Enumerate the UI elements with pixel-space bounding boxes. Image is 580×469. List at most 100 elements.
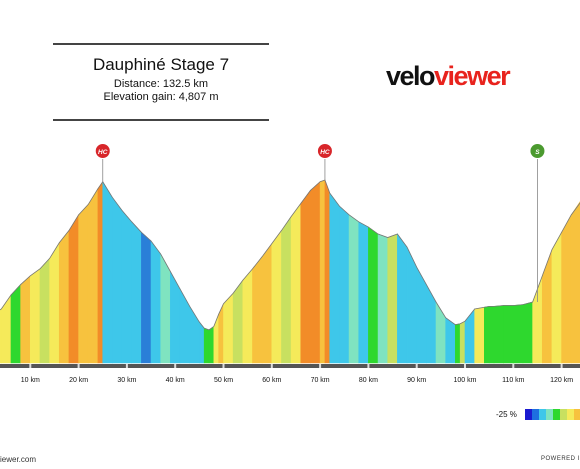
profile-segment	[570, 201, 580, 364]
profile-segment	[397, 233, 408, 364]
distance-tick-mark	[29, 364, 32, 368]
veloviewer-logo: veloviewer	[386, 61, 511, 91]
profile-segment	[271, 229, 282, 364]
distance-tick-label: 50 km	[214, 377, 233, 384]
profile-segment	[78, 203, 89, 364]
profile-segment	[377, 233, 389, 364]
distance-tick-label: 90 km	[407, 377, 426, 384]
distance-tick-mark	[415, 364, 418, 368]
profile-segment	[300, 189, 311, 364]
distance-tick-label: 70 km	[311, 377, 330, 384]
profile-segment	[252, 255, 263, 364]
profile-segment	[358, 221, 369, 364]
distance-tick-mark	[222, 364, 225, 368]
profile-segment	[324, 179, 331, 364]
profile-segment	[551, 231, 562, 364]
profile-segment	[541, 249, 553, 364]
summit-badge-label: S	[535, 149, 540, 156]
profile-segment	[160, 252, 171, 364]
profile-segment	[29, 268, 41, 364]
profile-segment	[223, 292, 234, 364]
summit-badge-label: HC	[320, 149, 330, 156]
stage-title-box: Dauphiné Stage 7 Distance: 132.5 km Elev…	[53, 43, 269, 121]
profile-segment	[459, 320, 466, 364]
stage-elevation: Elevation gain: 4,807 m	[103, 91, 219, 103]
profile-segment	[199, 321, 205, 364]
profile-segment	[10, 283, 21, 364]
distance-tick-mark	[560, 364, 563, 368]
profile-segment	[1, 294, 12, 364]
profile-segment	[348, 214, 360, 364]
profile-outline	[0, 179, 580, 331]
distance-tick-label: 110 km	[502, 377, 525, 384]
distance-tick-mark	[367, 364, 370, 368]
profile-segment	[208, 325, 215, 364]
distance-tick-label: 100 km	[454, 377, 477, 384]
distance-tick-mark	[174, 364, 177, 368]
profile-segment	[121, 209, 133, 364]
distance-tick-mark	[512, 364, 515, 368]
footer-site: iewer.com	[0, 455, 37, 464]
profile-segment	[426, 283, 437, 364]
profile-segment	[242, 268, 253, 364]
profile-segment	[112, 196, 123, 364]
legend-color-swatch	[546, 409, 553, 420]
legend-color-swatch	[560, 409, 567, 420]
profile-segment	[281, 215, 292, 364]
summit-badge	[94, 143, 111, 159]
profile-segment	[58, 229, 70, 364]
profile-segment	[310, 181, 321, 364]
legend-color-swatch	[539, 409, 546, 420]
distance-axis-bar	[0, 364, 580, 368]
profile-segment	[493, 305, 504, 364]
distance-tick-label: 30 km	[117, 377, 136, 384]
profile-segment	[319, 179, 326, 364]
legend-min-label: -25 %	[496, 410, 517, 419]
distance-tick-label: 80 km	[359, 377, 378, 384]
profile-segment	[329, 192, 340, 364]
distance-tick-label: 40 km	[166, 377, 185, 384]
stage-title: Dauphiné Stage 7	[92, 55, 230, 74]
profile-segment	[455, 323, 461, 364]
distance-tick-mark	[77, 364, 80, 368]
profile-segment	[141, 231, 152, 364]
profile-segment	[49, 241, 60, 364]
distance-tick-label: 10 km	[21, 377, 40, 384]
profile-segment	[512, 304, 524, 364]
logo-part-viewer: viewer	[434, 61, 511, 91]
profile-segment	[97, 180, 104, 364]
summit-badge-label: HC	[98, 149, 108, 156]
footer-powered: POWERED I	[541, 456, 580, 462]
profile-segment	[150, 240, 162, 364]
profile-segment	[368, 226, 379, 364]
profile-segment	[290, 202, 302, 364]
stage-distance: Distance: 132.5 km	[113, 78, 209, 90]
logo-part-velo: velo	[386, 61, 436, 91]
legend-color-swatch	[574, 409, 580, 420]
profile-segment	[203, 327, 210, 364]
legend-color-swatch	[525, 409, 532, 420]
profile-segment	[435, 300, 446, 364]
summit-badge	[316, 143, 333, 159]
profile-segment	[179, 287, 190, 364]
profile-segment	[488, 306, 495, 364]
profile-segment	[464, 308, 475, 364]
profile-segment	[131, 221, 142, 364]
profile-segment	[561, 213, 572, 364]
profile-segment	[387, 233, 398, 364]
legend-color-swatch	[553, 409, 560, 420]
profile-segment	[87, 187, 99, 364]
profile-segment	[261, 242, 273, 364]
distance-tick-mark	[125, 364, 128, 368]
distance-tick-mark	[270, 364, 273, 368]
legend-color-swatch	[567, 409, 574, 420]
profile-segment	[213, 314, 219, 364]
profile-segment	[232, 279, 244, 364]
profile-segment	[503, 305, 514, 364]
profile-segment	[102, 180, 113, 364]
profile-segment	[484, 305, 490, 364]
legend-color-swatch	[532, 409, 539, 420]
distance-tick-label: 60 km	[262, 377, 281, 384]
profile-segment	[68, 213, 79, 364]
